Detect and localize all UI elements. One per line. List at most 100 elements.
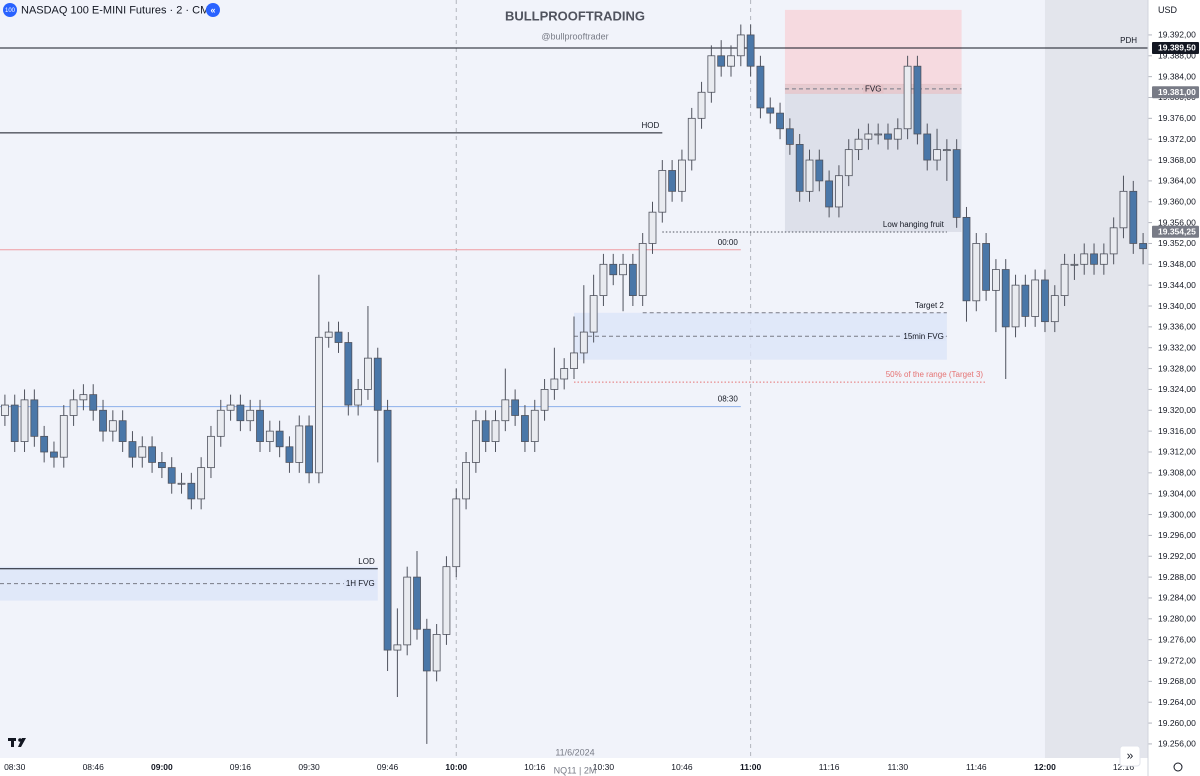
y-tick-label: 19.340,00 bbox=[1158, 301, 1196, 311]
y-tick-label: 19.260,00 bbox=[1158, 718, 1196, 728]
candle-body bbox=[893, 128, 902, 140]
candle-body bbox=[452, 498, 461, 568]
candle-body bbox=[10, 404, 19, 442]
y-tick-label: 19.352,00 bbox=[1158, 238, 1196, 248]
time-axis-panel bbox=[0, 758, 1148, 776]
candle-body bbox=[354, 389, 363, 406]
y-tick-label: 19.344,00 bbox=[1158, 280, 1196, 290]
extended-hours bbox=[1044, 0, 1148, 758]
candle-body bbox=[570, 352, 578, 369]
candle-body bbox=[746, 34, 755, 67]
candle-body bbox=[599, 263, 608, 296]
candle-body bbox=[79, 394, 88, 401]
scroll-to-realtime[interactable] bbox=[1119, 745, 1141, 767]
candle-body bbox=[324, 331, 333, 338]
candle-body bbox=[795, 144, 804, 192]
candle-body bbox=[678, 159, 686, 192]
price-tag bbox=[1152, 225, 1199, 238]
candle-body bbox=[207, 435, 215, 469]
y-tick-label: 19.268,00 bbox=[1158, 676, 1196, 686]
collapse-button[interactable] bbox=[206, 3, 220, 17]
y-tick-label: 19.292,00 bbox=[1158, 551, 1196, 561]
y-tick-label: 19.364,00 bbox=[1158, 176, 1196, 186]
y-tick-label: 19.320,00 bbox=[1158, 405, 1196, 415]
candle-body bbox=[1109, 227, 1118, 255]
instrument-title[interactable]: NASDAQ 100 E-MINI Futures · 2 · CME bbox=[21, 4, 217, 16]
y-tick-label: 19.372,00 bbox=[1158, 134, 1196, 144]
x-tick-label: 11:46 bbox=[966, 762, 987, 772]
x-tick-label: 12:16 bbox=[1113, 762, 1135, 772]
candle-body bbox=[246, 409, 255, 422]
candle-body bbox=[1001, 269, 1010, 328]
candle-body bbox=[50, 451, 58, 458]
y-tick-label: 19.256,00 bbox=[1158, 739, 1196, 749]
y-tick-label: 19.356,00 bbox=[1158, 217, 1196, 227]
candle-body bbox=[668, 170, 677, 192]
candle-body bbox=[736, 34, 745, 57]
candle-body bbox=[825, 180, 834, 208]
candle-body bbox=[99, 409, 107, 432]
candle-body bbox=[697, 91, 706, 119]
candle-body bbox=[609, 263, 618, 276]
candle-body bbox=[59, 415, 68, 458]
y-tick-label: 19.300,00 bbox=[1158, 509, 1196, 519]
candle-body bbox=[314, 336, 323, 474]
zone-label-bg bbox=[901, 331, 946, 341]
x-tick-label: 08:46 bbox=[83, 762, 105, 772]
level-label: Target 2 bbox=[915, 301, 944, 310]
candle-body bbox=[687, 117, 696, 161]
watermark-handle: @bullprooftrader bbox=[541, 31, 608, 41]
level-label: PDH bbox=[1120, 36, 1137, 45]
candle-body bbox=[40, 435, 49, 453]
candle-body bbox=[962, 216, 971, 302]
candle-body bbox=[785, 128, 794, 145]
candle-body bbox=[383, 409, 392, 651]
price-tag-label: 19.381,00 bbox=[1158, 87, 1196, 97]
x-tick-label: 09:30 bbox=[298, 762, 320, 772]
x-tick-label: 08:30 bbox=[4, 762, 26, 772]
candle-body bbox=[952, 149, 961, 218]
candle-body bbox=[884, 133, 892, 140]
logo[interactable] bbox=[8, 738, 26, 747]
y-tick-label: 19.392,00 bbox=[1158, 30, 1196, 40]
candle-body bbox=[648, 211, 657, 244]
candle-body bbox=[256, 409, 264, 442]
candle-body bbox=[707, 55, 716, 93]
candle-body bbox=[972, 243, 981, 302]
candle-body bbox=[236, 404, 245, 422]
level-label: 08:30 bbox=[718, 395, 739, 404]
currency[interactable]: USD bbox=[1158, 5, 1178, 15]
y-tick-label: 19.332,00 bbox=[1158, 342, 1196, 352]
candle-body bbox=[717, 55, 726, 67]
candle-body bbox=[1050, 295, 1059, 323]
symbol-badge-text: 100 bbox=[5, 8, 16, 14]
candles-layer bbox=[1, 24, 1147, 744]
price-tag-label: 19.354,25 bbox=[1158, 226, 1196, 236]
candle-body bbox=[20, 399, 29, 442]
y-tick-label: 19.336,00 bbox=[1158, 322, 1196, 332]
candle-body bbox=[177, 482, 186, 485]
candle-body bbox=[69, 399, 78, 416]
y-tick-label: 19.316,00 bbox=[1158, 426, 1196, 436]
symbol-badge[interactable] bbox=[3, 3, 17, 17]
candle-body bbox=[305, 425, 313, 474]
candle-body bbox=[933, 149, 941, 161]
price-axis-panel bbox=[1148, 0, 1200, 776]
watermark-brand: BULLPROOFTRADING bbox=[505, 8, 645, 23]
candle-body bbox=[471, 420, 480, 463]
price-tag bbox=[1152, 41, 1199, 54]
settings-button[interactable] bbox=[1173, 762, 1183, 772]
candle-body bbox=[1119, 190, 1128, 229]
zones-layer: FVG 15min FVG 1H FVG bbox=[0, 9, 962, 601]
x-tick-label: 10:00 bbox=[445, 762, 467, 772]
candle-body bbox=[923, 133, 932, 161]
level-label: HOD bbox=[642, 121, 660, 130]
candle-body bbox=[1070, 263, 1079, 266]
y-tick-label: 19.296,00 bbox=[1158, 530, 1196, 540]
x-tick-label: 10:16 bbox=[524, 762, 546, 772]
y-tick-label: 19.284,00 bbox=[1158, 593, 1196, 603]
x-tick-label: 11:16 bbox=[819, 762, 840, 772]
zone bbox=[0, 566, 378, 601]
